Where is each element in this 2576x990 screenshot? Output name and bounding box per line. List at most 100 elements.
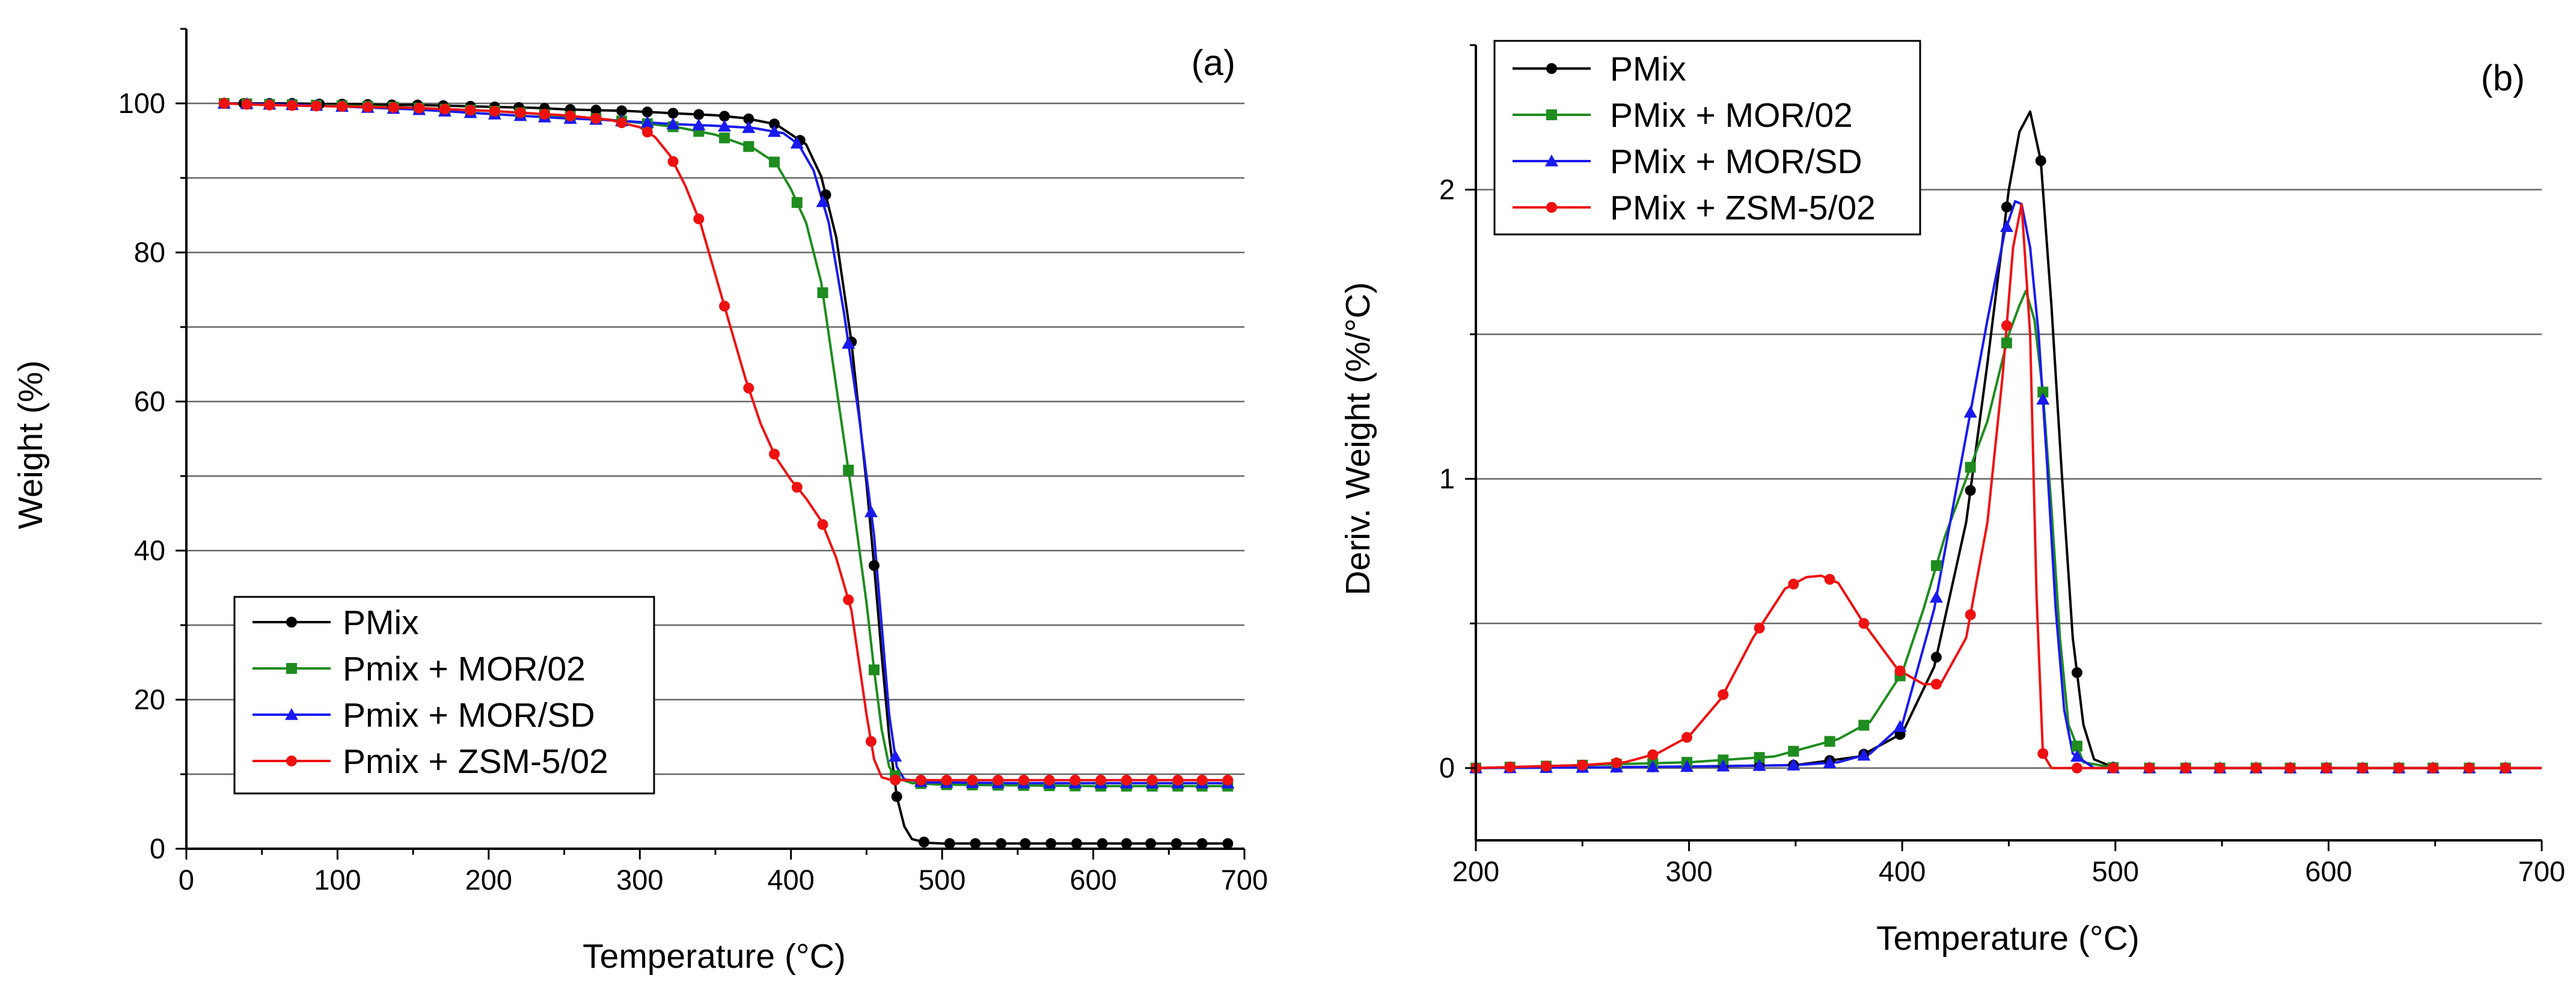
series-1-marker-22 — [769, 156, 780, 168]
series-1-marker-8 — [1754, 752, 1765, 763]
series-3-marker-10 — [465, 105, 476, 116]
panel-a-tick-labels: 0 100 200 300 400 500 600 700 0 20 40 60 80 100 — [118, 87, 1268, 896]
series-3-marker-22 — [769, 448, 780, 460]
panel-a-label: (a) — [1192, 43, 1235, 83]
series-3-marker-7 — [388, 102, 399, 113]
series-0-marker-14 — [1965, 484, 1976, 496]
series-1-marker-21 — [743, 141, 754, 152]
series-3-marker-38 — [1172, 774, 1184, 786]
series-0-marker-19 — [693, 109, 705, 120]
series-3-marker-32 — [1018, 774, 1029, 786]
legend-label-3: PMix + ZSM-5/02 — [1610, 189, 1876, 227]
panel-b-label: (b) — [2481, 58, 2525, 98]
x-tick-label-0: 200 — [1452, 855, 1499, 887]
series-1-marker-14 — [1965, 462, 1976, 473]
series-3-marker-25 — [843, 594, 854, 605]
series-3-marker-14 — [564, 110, 576, 121]
series-line-3 — [224, 102, 1229, 781]
series-2-marker-9 — [1787, 758, 1800, 771]
legend-label-3: Pmix + ZSM-5/02 — [343, 742, 608, 781]
series-3-marker-4 — [1611, 757, 1623, 769]
y-tick-label-5: 100 — [118, 87, 165, 119]
y-tick-label-1: 1 — [1439, 463, 1455, 495]
x-tick-label-4: 600 — [2305, 855, 2352, 887]
series-1-marker-20 — [719, 132, 730, 144]
series-3-marker-3 — [1577, 759, 1588, 771]
series-2-marker-27 — [889, 750, 902, 762]
series-0-marker-13 — [1930, 652, 1942, 663]
series-0-marker-29 — [944, 838, 955, 849]
series-3-marker-39 — [1196, 774, 1208, 786]
panel-b-series-markers — [1469, 155, 2512, 774]
series-1-marker-9 — [1788, 745, 1799, 757]
series-1-marker-26 — [869, 664, 880, 676]
legend-label-1: PMix + MOR/02 — [1610, 96, 1853, 135]
series-2-marker-8 — [1752, 759, 1766, 771]
series-2-marker-13 — [1929, 590, 1943, 603]
series-2-marker-10 — [1823, 756, 1837, 768]
legend-marker-0 — [1546, 63, 1557, 74]
y-tick-label-1: 20 — [134, 683, 165, 715]
x-tick-label-1: 100 — [314, 864, 361, 896]
series-2-marker-16 — [2036, 393, 2050, 405]
series-3-marker-34 — [1069, 774, 1081, 786]
series-2-marker-6 — [1680, 760, 1694, 772]
panel-b-axes — [1465, 44, 2543, 851]
series-0-marker-34 — [1071, 838, 1082, 849]
series-2-marker-14 — [1963, 405, 1977, 418]
panel-b-x-axis-title: Temperature (°C) — [1876, 919, 2140, 958]
series-3-marker-27 — [2428, 762, 2439, 774]
series-2-marker-15 — [1999, 220, 2013, 232]
series-3-marker-5 — [336, 101, 347, 112]
series-2-marker-23 — [790, 136, 804, 149]
series-1-marker-10 — [1824, 736, 1835, 747]
series-3-marker-28 — [915, 774, 926, 786]
series-0-marker-36 — [1121, 838, 1132, 849]
series-0-marker-32 — [1020, 838, 1031, 849]
series-1-marker-16 — [2037, 387, 2049, 398]
series-3-marker-6 — [362, 101, 373, 112]
x-tick-label-3: 500 — [2092, 855, 2139, 887]
series-3-marker-11 — [489, 105, 500, 117]
series-0-marker-21 — [743, 113, 754, 124]
series-0-marker-40 — [1222, 838, 1234, 849]
series-3-marker-33 — [1044, 774, 1055, 786]
series-3-marker-12 — [1894, 665, 1906, 677]
panel-a-legend: PMix Pmix + MOR/02 Pmix + MOR/SD Pmix + ZSM… — [233, 596, 655, 795]
series-2-marker-11 — [1857, 748, 1871, 761]
series-2-marker-19 — [692, 118, 706, 130]
series-1-marker-23 — [791, 197, 803, 208]
series-3-marker-13 — [539, 108, 550, 120]
series-3-marker-26 — [865, 736, 877, 747]
series-3-marker-23 — [2284, 762, 2296, 774]
series-3-marker-11 — [1858, 618, 1870, 629]
series-3-marker-22 — [2250, 762, 2262, 774]
panel-b-legend: PMix PMix + MOR/02 PMix + MOR/SD PMix + ZSM… — [1493, 40, 1921, 236]
series-3-marker-18 — [2108, 762, 2119, 774]
series-0-marker-17 — [641, 106, 653, 118]
panel-a-series-markers — [217, 97, 1235, 849]
series-3-marker-28 — [2464, 762, 2475, 774]
series-2-marker-24 — [816, 195, 830, 207]
series-0-marker-31 — [996, 838, 1007, 849]
series-2-marker-7 — [1716, 759, 1730, 772]
panel-b-tick-labels: 200 300 400 500 600 700 0 1 2 — [1439, 174, 2565, 887]
series-0-marker-35 — [1097, 838, 1108, 849]
series-2-marker-17 — [640, 115, 654, 128]
x-tick-label-3: 300 — [616, 864, 663, 896]
legend-marker-2 — [1545, 154, 1558, 167]
series-0-marker-28 — [918, 836, 929, 848]
series-0-marker-17 — [2071, 667, 2082, 678]
series-0-marker-18 — [667, 108, 679, 119]
series-3-marker-2 — [1541, 760, 1552, 772]
series-0-marker-27 — [891, 791, 902, 802]
y-tick-label-0: 0 — [1439, 752, 1455, 784]
series-3-marker-16 — [616, 117, 628, 129]
legend-label-1: Pmix + MOR/02 — [343, 650, 586, 688]
series-3-marker-6 — [1681, 732, 1693, 743]
series-2-marker-25 — [842, 337, 855, 349]
y-tick-label-3: 60 — [134, 385, 165, 417]
series-3-marker-21 — [2214, 762, 2226, 774]
